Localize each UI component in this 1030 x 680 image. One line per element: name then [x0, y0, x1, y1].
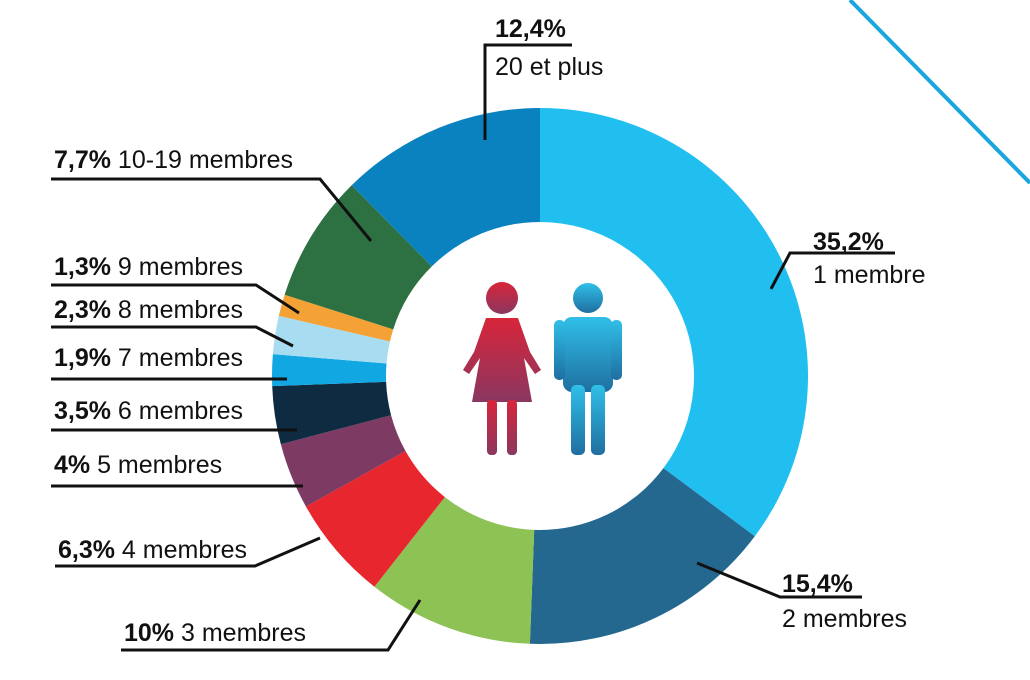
slice-20-et-plus	[351, 108, 540, 267]
slice-8-membres	[272, 315, 390, 364]
accent-line	[848, 0, 1030, 185]
slice-6-membres	[272, 381, 392, 445]
slice-10-19-membres	[284, 185, 432, 330]
slice-label-3-membres: 10% 3 membres	[124, 619, 306, 647]
slice-label-4-membres: 6,3% 4 membres	[58, 536, 247, 564]
slice-label-1-membre: 35,2% 1 membre	[813, 228, 926, 289]
slice-5-membres	[280, 415, 406, 507]
leader-line-4-membres	[55, 536, 321, 568]
slice-label-8-membres: 2,3% 8 membres	[54, 296, 243, 324]
slice-7-membres	[272, 354, 387, 387]
slice-1-membre	[540, 108, 808, 537]
slice-label-2-membres: 15,4% 2 membres	[782, 570, 907, 633]
leader-line-20-et-plus	[483, 43, 572, 140]
slice-9-membres	[278, 294, 394, 342]
slice-label-7-membres: 1,9% 7 membres	[54, 344, 243, 372]
leader-line-2-membres	[696, 561, 862, 599]
slice-label-9-membres: 1,3% 9 membres	[54, 253, 243, 281]
leader-line-1-membre	[769, 251, 895, 290]
slice-2-membres	[529, 468, 755, 644]
slice-label-20-et-plus: 12,4% 20 et plus	[495, 15, 603, 81]
slice-label-5-membres: 4% 5 membres	[54, 451, 222, 479]
leader-line-10-19-membres	[51, 177, 373, 242]
leader-line-8-membres	[51, 325, 294, 348]
man-figure-icon	[554, 283, 622, 455]
leader-line-9-membres	[51, 283, 300, 315]
slice-label-6-membres: 3,5% 6 membres	[54, 397, 243, 425]
leader-line-3-membres	[121, 599, 422, 652]
woman-figure-icon	[463, 282, 541, 455]
slice-4-membres	[305, 451, 445, 587]
slice-label-10-19-membres: 7,7% 10-19 membres	[54, 146, 293, 174]
